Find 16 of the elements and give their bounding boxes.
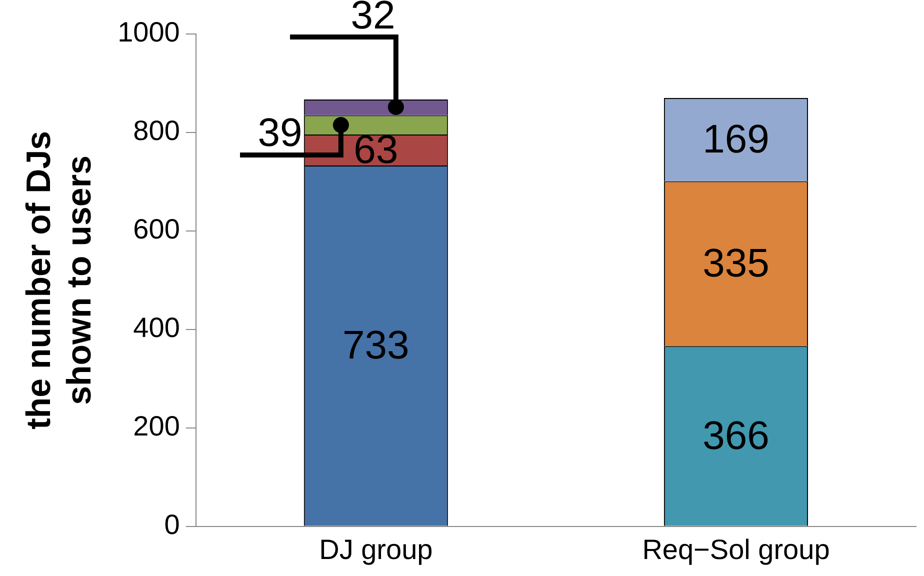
- data-label: 169: [702, 118, 770, 162]
- data-label: 39: [258, 110, 302, 155]
- y-tick-label: 400: [133, 312, 180, 344]
- data-label: 733: [342, 324, 410, 368]
- data-label: 63: [354, 128, 398, 172]
- y-tick-label: 0: [164, 509, 180, 540]
- x-tick-label: DJ group: [319, 534, 433, 565]
- y-tick-label: 200: [133, 410, 180, 442]
- y-axis-title: the number of DJs shown to users: [20, 130, 99, 430]
- y-tick-label: 800: [133, 115, 180, 146]
- x-tick-label: Req−Sol group: [642, 534, 830, 565]
- data-label: 32: [350, 0, 396, 38]
- y-tick-label: 600: [133, 214, 180, 245]
- y-tick-label: 1000: [118, 16, 180, 48]
- data-label: 335: [702, 242, 770, 286]
- data-label: 366: [702, 414, 770, 458]
